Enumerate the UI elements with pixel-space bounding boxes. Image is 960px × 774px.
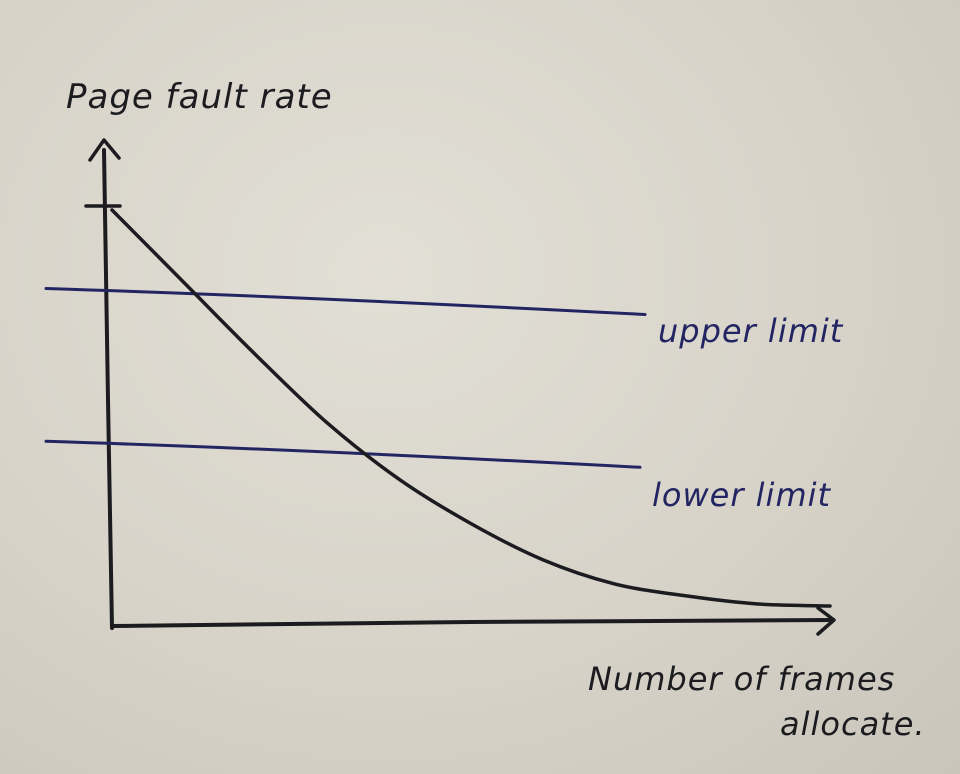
reference-lines (44, 287, 647, 469)
x-axis (110, 618, 834, 628)
x-axis-label-line2: allocate. (780, 705, 926, 743)
page-fault-curve (110, 208, 832, 608)
upper-limit-label: upper limit (658, 312, 844, 350)
lower-limit-label: lower limit (652, 476, 832, 514)
x-axis-label-line1: Number of frames (588, 660, 895, 698)
y-axis (102, 148, 114, 630)
y-axis-arrowhead (88, 138, 121, 162)
x-axis-arrowhead (816, 606, 836, 636)
lower-limit-line (44, 439, 642, 469)
upper-limit-line (44, 287, 647, 316)
y-axis-label: Page fault rate (66, 77, 333, 117)
